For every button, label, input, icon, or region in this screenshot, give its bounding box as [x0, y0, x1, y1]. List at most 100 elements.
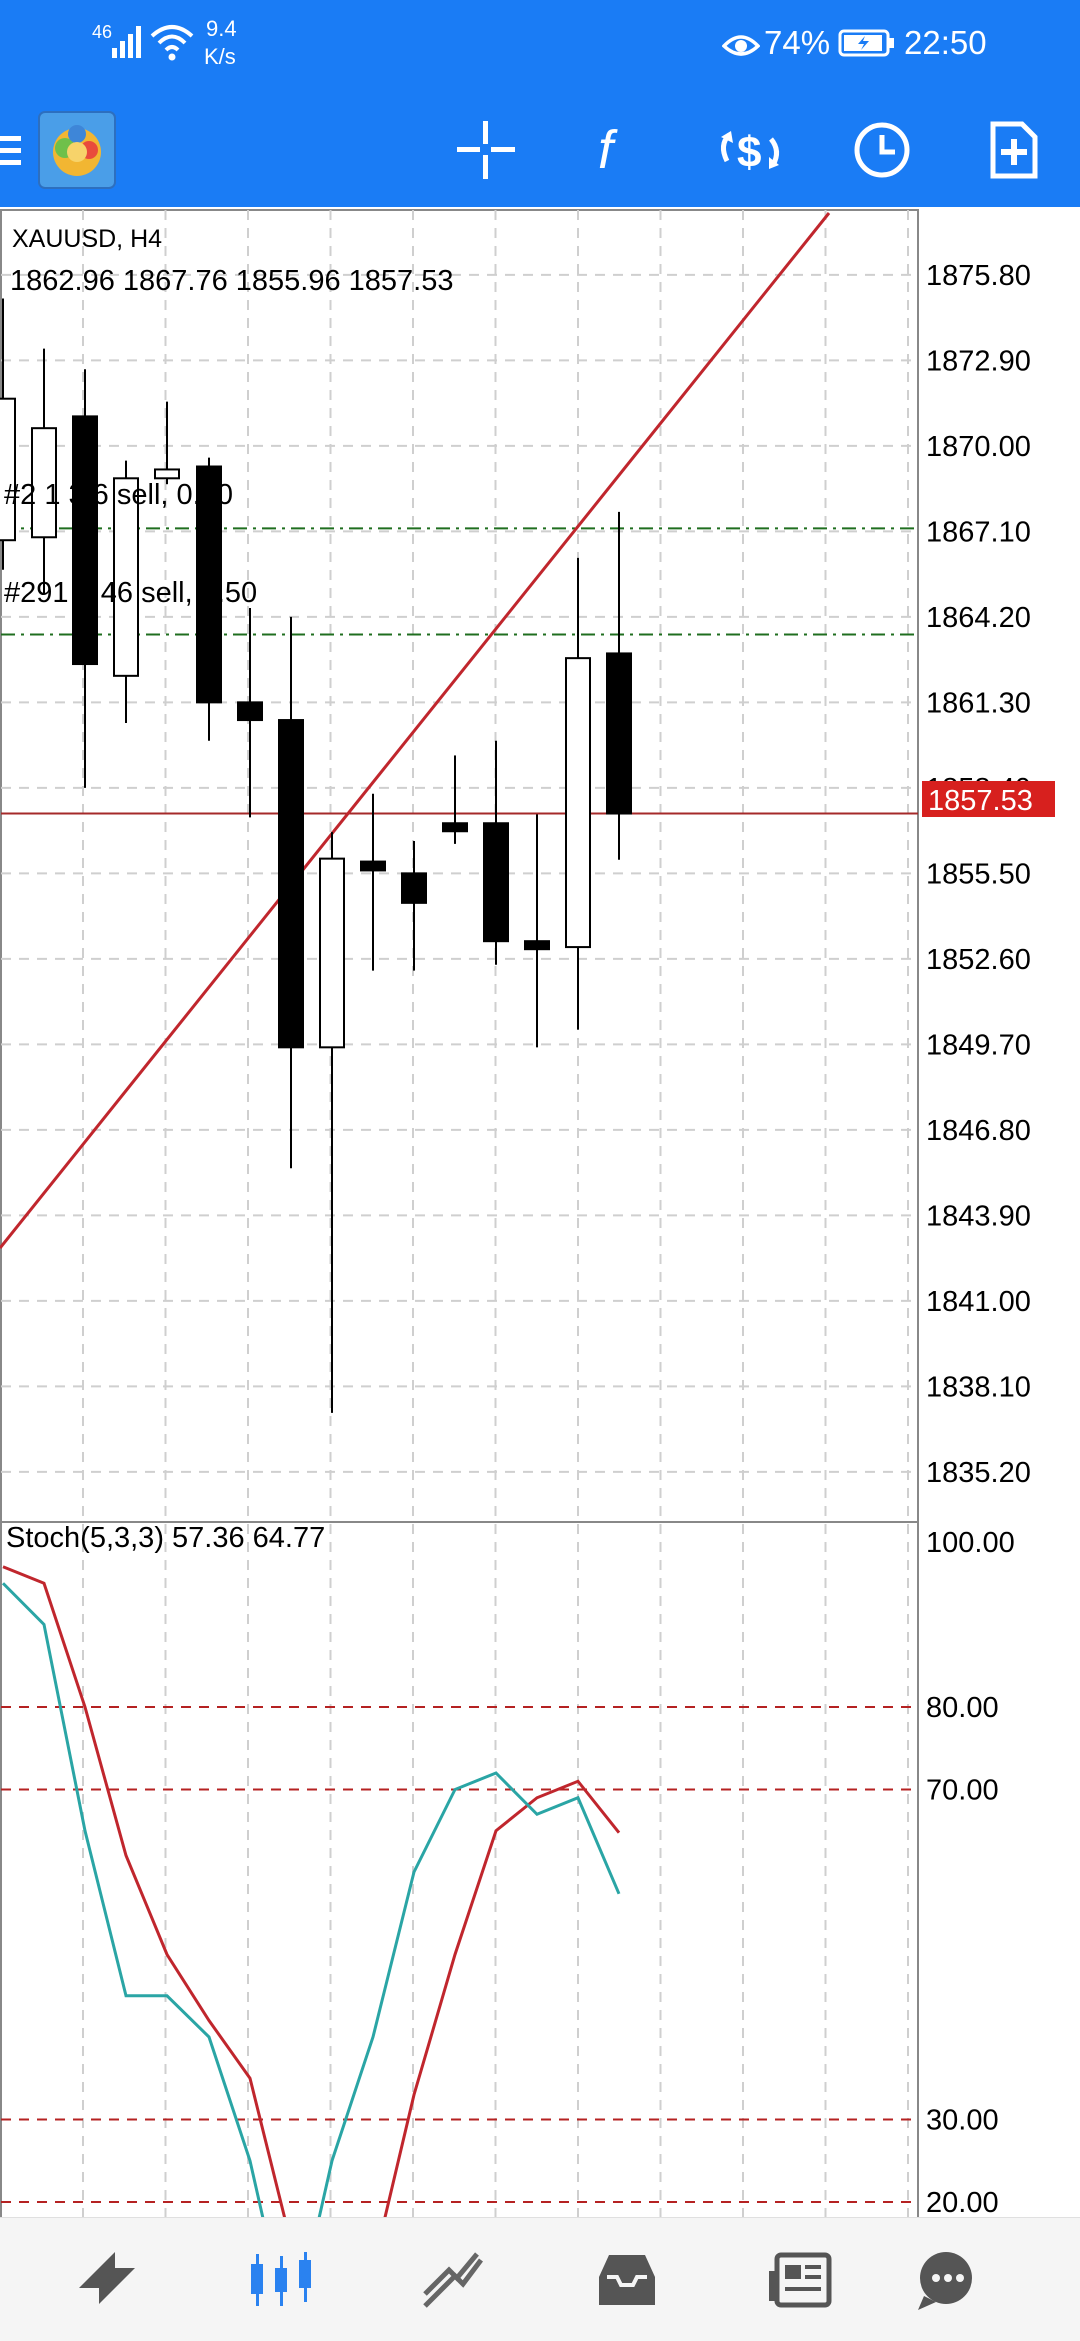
- inbox-icon: [599, 2254, 655, 2305]
- symbol-label: XAUUSD, H4: [12, 225, 162, 253]
- price-tick-label: 1861.30: [926, 687, 1031, 719]
- trend-line[interactable]: [0, 212, 831, 1249]
- stoch-tick-label: 100.00: [926, 1527, 1015, 1559]
- ohlc-readout: 1862.96 1867.76 1855.96 1857.53: [10, 265, 453, 297]
- candlestick-icon: [251, 2251, 311, 2306]
- trade-trend-icon: [423, 2251, 483, 2308]
- bull-candle-body: [0, 397, 16, 542]
- candle[interactable]: [196, 457, 222, 741]
- candle[interactable]: [154, 401, 180, 485]
- menu-icon: [0, 135, 21, 165]
- bear-candle-body: [401, 872, 427, 904]
- candle[interactable]: [237, 608, 263, 818]
- chart-area[interactable]: XAUUSD, H4 1862.96 1867.76 1855.96 1857.…: [0, 207, 1080, 2341]
- clock-time: 22:50: [904, 24, 987, 61]
- bear-candle-body: [196, 465, 222, 704]
- candle[interactable]: [319, 832, 345, 1413]
- clock-icon: [854, 122, 910, 177]
- history-button[interactable]: [832, 92, 932, 207]
- bear-candle-body: [72, 415, 98, 666]
- candle[interactable]: [524, 814, 550, 1048]
- indicators-button[interactable]: f: [566, 92, 666, 207]
- trade-icon: $: [721, 128, 779, 177]
- chat-icon: [918, 2251, 972, 2310]
- net-speed-unit: K/s: [204, 44, 236, 69]
- candle[interactable]: [72, 369, 98, 788]
- nav-quotes[interactable]: [42, 2218, 172, 2341]
- new-order-button[interactable]: [964, 92, 1064, 207]
- svg-text:$: $: [737, 128, 761, 177]
- function-icon: f: [598, 120, 618, 180]
- stoch-tick-label: 20.00: [926, 2187, 999, 2217]
- app-logo-button[interactable]: [32, 92, 122, 207]
- price-tick-label: 1852.60: [926, 944, 1031, 976]
- candle[interactable]: [401, 840, 427, 971]
- main-plot-frame: [0, 209, 919, 1523]
- price-tick-label: 1875.80: [926, 260, 1031, 292]
- crosshair-icon: [457, 120, 515, 179]
- bear-candle-body: [278, 719, 304, 1049]
- stochastic-label: Stoch(5,3,3) 57.36 64.77: [6, 1522, 325, 1554]
- stoch-tick-label: 80.00: [926, 1692, 999, 1724]
- price-tick-label: 1841.00: [926, 1286, 1031, 1318]
- bull-candle-body: [319, 857, 345, 1049]
- candle[interactable]: [606, 511, 632, 860]
- eye-icon: [722, 35, 760, 56]
- price-tick-label: 1867.10: [926, 516, 1031, 548]
- nav-chart[interactable]: [216, 2218, 346, 2341]
- bear-candle-body: [606, 652, 632, 815]
- svg-text:f: f: [598, 120, 618, 180]
- current-price-label: 1857.53: [928, 785, 1033, 817]
- candle[interactable]: [31, 348, 57, 594]
- price-tick-label: 1872.90: [926, 345, 1031, 377]
- app-logo: [38, 110, 116, 189]
- price-tick-label: 1870.00: [926, 431, 1031, 463]
- wifi-icon: [150, 25, 194, 61]
- price-tick-label: 1864.20: [926, 602, 1031, 634]
- nav-history[interactable]: [562, 2218, 692, 2341]
- order-label-1: #2 1 3 6 sell, 0.50: [4, 479, 233, 511]
- bull-candle-body: [565, 657, 591, 949]
- candle[interactable]: [360, 793, 386, 971]
- bull-candle-body: [154, 468, 180, 480]
- nav-trade[interactable]: [388, 2218, 518, 2341]
- stoch-tick-label: 70.00: [926, 1775, 999, 1807]
- status-bar: 46 9.4 K/s 74% 22:50: [0, 0, 1080, 92]
- bear-candle-body: [524, 940, 550, 951]
- candle[interactable]: [0, 298, 16, 570]
- bear-candle-body: [360, 860, 386, 872]
- battery-percent: 74%: [764, 24, 831, 61]
- price-tick-label: 1849.70: [926, 1029, 1031, 1061]
- price-tick-label: 1838.10: [926, 1371, 1031, 1403]
- stoch-tick-label: 30.00: [926, 2105, 999, 2137]
- nav-chat[interactable]: [886, 2218, 1016, 2341]
- trade-button[interactable]: $: [700, 92, 800, 207]
- quotes-icon: [79, 2251, 135, 2304]
- order-label-2: #291 5 46 sell, 0.50: [4, 577, 257, 609]
- top-toolbar: f $: [0, 92, 1080, 207]
- bear-candle-body: [237, 701, 263, 722]
- net-speed-value: 9.4: [206, 16, 237, 41]
- signal-icon: [112, 26, 141, 58]
- price-tick-label: 1846.80: [926, 1115, 1031, 1147]
- candle[interactable]: [483, 740, 509, 965]
- candle[interactable]: [442, 755, 468, 844]
- price-tick-label: 1855.50: [926, 858, 1031, 890]
- price-tick-label: 1843.90: [926, 1200, 1031, 1232]
- candle[interactable]: [113, 460, 139, 724]
- menu-button[interactable]: [0, 92, 50, 207]
- nav-news[interactable]: [736, 2218, 866, 2341]
- bear-candle-body: [442, 822, 468, 833]
- bottom-navigation: [0, 2217, 1080, 2341]
- crosshair-button[interactable]: [436, 92, 536, 207]
- candle[interactable]: [278, 616, 304, 1169]
- indicator-plot-frame: [0, 1521, 919, 2341]
- bull-candle-body: [113, 477, 139, 677]
- new-order-icon: [990, 121, 1038, 178]
- chart-canvas[interactable]: XAUUSD, H4 1862.96 1867.76 1855.96 1857.…: [0, 207, 1080, 2341]
- battery-icon: [838, 29, 894, 57]
- current-price-badge: [922, 781, 1055, 817]
- network-type: 46: [92, 22, 113, 42]
- bear-candle-body: [483, 822, 509, 943]
- candle[interactable]: [565, 557, 591, 1030]
